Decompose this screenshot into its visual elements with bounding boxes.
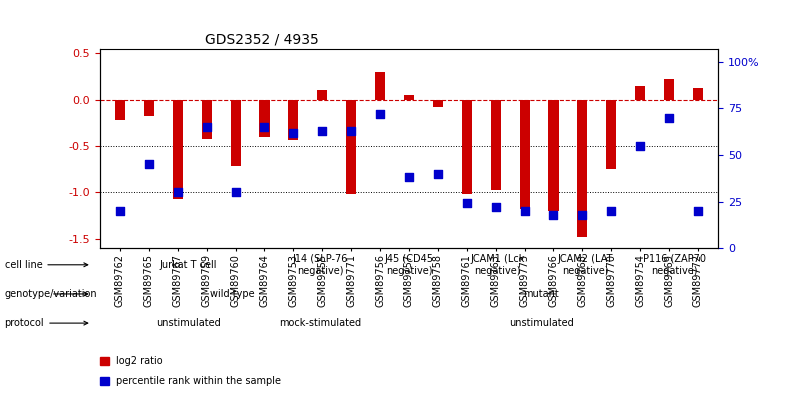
- Text: unstimulated: unstimulated: [156, 318, 220, 328]
- Point: [229, 189, 242, 196]
- Bar: [100, 377, 109, 386]
- Text: cell line: cell line: [5, 260, 88, 270]
- Text: P116 (ZAP70
negative): P116 (ZAP70 negative): [642, 254, 705, 275]
- Point: [113, 208, 126, 214]
- Bar: [519, 100, 530, 209]
- Bar: [288, 100, 298, 140]
- Text: JCAM1 (Lck
negative): JCAM1 (Lck negative): [470, 254, 524, 275]
- Point: [287, 129, 300, 136]
- Point: [200, 124, 213, 130]
- Point: [547, 211, 560, 218]
- Bar: [548, 100, 559, 211]
- Text: JCAM2 (LAT
negative): JCAM2 (LAT negative): [558, 254, 614, 275]
- Text: unstimulated: unstimulated: [509, 318, 574, 328]
- Bar: [375, 72, 385, 100]
- Point: [634, 142, 646, 149]
- Point: [489, 204, 502, 210]
- Point: [692, 208, 705, 214]
- Bar: [100, 357, 109, 365]
- Text: J14 (SLP-76
negative): J14 (SLP-76 negative): [293, 254, 348, 275]
- Text: protocol: protocol: [5, 318, 88, 328]
- Text: Jurkat T cell: Jurkat T cell: [160, 260, 217, 270]
- Point: [432, 171, 444, 177]
- Bar: [577, 100, 587, 237]
- Text: wild type: wild type: [210, 289, 255, 299]
- Point: [576, 211, 589, 218]
- Point: [662, 114, 675, 121]
- Bar: [606, 100, 616, 169]
- Text: mock-stimulated: mock-stimulated: [279, 318, 361, 328]
- Bar: [172, 100, 183, 199]
- Text: mutant: mutant: [523, 289, 559, 299]
- Point: [605, 208, 618, 214]
- Text: genotype/variation: genotype/variation: [5, 289, 97, 299]
- Point: [518, 208, 531, 214]
- Bar: [404, 95, 414, 100]
- Bar: [318, 90, 327, 100]
- Point: [345, 128, 358, 134]
- Point: [143, 161, 156, 168]
- Point: [258, 124, 271, 130]
- Bar: [635, 86, 646, 100]
- Point: [460, 200, 473, 207]
- Text: GDS2352 / 4935: GDS2352 / 4935: [205, 32, 318, 46]
- Bar: [491, 100, 500, 190]
- Bar: [664, 79, 674, 100]
- Bar: [259, 100, 270, 137]
- Point: [316, 128, 329, 134]
- Bar: [693, 87, 703, 100]
- Text: log2 ratio: log2 ratio: [116, 356, 162, 366]
- Point: [172, 189, 184, 196]
- Text: percentile rank within the sample: percentile rank within the sample: [116, 376, 281, 386]
- Bar: [231, 100, 241, 166]
- Bar: [202, 100, 211, 139]
- Bar: [115, 100, 125, 120]
- Text: J45 (CD45
negative): J45 (CD45 negative): [385, 254, 433, 275]
- Point: [403, 174, 416, 181]
- Bar: [462, 100, 472, 194]
- Bar: [346, 100, 356, 194]
- Point: [373, 111, 386, 117]
- Bar: [433, 100, 443, 107]
- Bar: [144, 100, 154, 116]
